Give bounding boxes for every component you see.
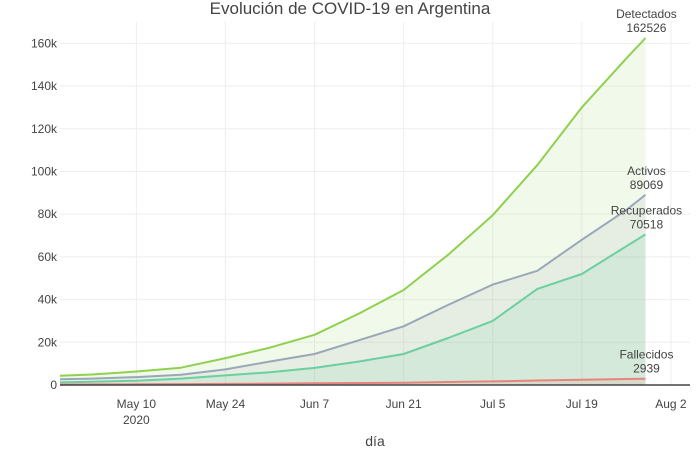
series-name-label: Recuperados [611,203,682,217]
series-name-label: Detectados [616,7,677,21]
x-tick-label: May 10 [117,397,157,411]
x-tick-label: Aug 2 [655,397,687,411]
series-area-activos [60,194,646,385]
x-tick-sublabel: 2020 [123,413,150,427]
y-tick-label: 100k [31,164,58,178]
chart-title: Evolución de COVID-19 en Argentina [210,0,491,18]
x-axis-title: día [365,433,385,449]
x-tick-label: May 24 [206,397,246,411]
series-area-recuperados [60,234,646,385]
series-value-label: 89069 [630,178,664,192]
x-tick-label: Jun 21 [386,397,422,411]
x-tick-label: Jul 5 [480,397,506,411]
series-areas [60,38,646,385]
series-line-detectados [59,37,647,377]
x-tick-label: Jul 19 [566,397,598,411]
series-value-label: 162526 [626,21,666,35]
y-tick-label: 160k [31,36,58,50]
series-name-label: Fallecidos [619,348,673,362]
series-value-label: 70518 [630,217,664,231]
x-tick-label: Jun 7 [300,397,330,411]
y-tick-label: 140k [31,79,58,93]
series-line-fallecidos [59,377,646,386]
series-area-detectados [60,38,646,385]
y-tick-label: 80k [38,207,58,221]
series-area-fallecidos [60,378,646,385]
axes: 0 20k 40k 60k 80k 100k 120k 140k 160k May 10 2020 M… [31,36,690,427]
y-tick-label: 0 [50,378,57,392]
y-tick-label: 40k [38,293,58,307]
y-tick-label: 120k [31,122,58,136]
series-line-activos [59,194,647,381]
series-value-label: 2939 [633,362,660,376]
series-line-recuperados [59,233,647,384]
y-tick-label: 60k [38,250,58,264]
series-lines [59,37,647,386]
y-tick-label: 20k [38,335,58,349]
gridlines [60,22,690,385]
series-name-label: Activos [627,164,666,178]
